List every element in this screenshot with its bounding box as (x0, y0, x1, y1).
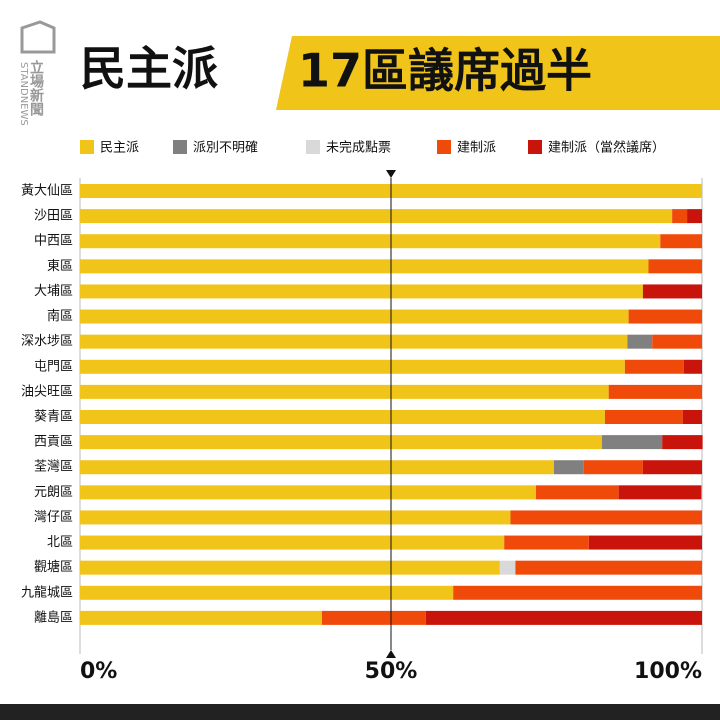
y-tick-label: 深水埗區 (21, 334, 73, 349)
bar-segment (80, 209, 673, 224)
bar-segment (510, 510, 702, 525)
bar-segment (80, 259, 649, 274)
y-tick-label: 觀塘區 (34, 559, 73, 575)
legend-label: 建制派 (457, 141, 496, 156)
legend-swatch (173, 140, 187, 154)
bar-segment (652, 334, 702, 349)
title-band (276, 36, 720, 110)
y-tick-label: 灣仔區 (34, 510, 73, 525)
bar-segment (662, 435, 703, 450)
legend-swatch (437, 140, 451, 154)
bar-segment (553, 460, 584, 475)
bar-segment (80, 485, 536, 500)
bar-segment (642, 284, 702, 299)
bar-segment (683, 359, 702, 374)
logo: 立場新聞 STANDNEWS (18, 20, 56, 126)
legend-label: 民主派 (100, 141, 139, 156)
y-tick-label: 黃大仙區 (21, 184, 73, 199)
legend-swatch (80, 140, 94, 154)
legend-label: 派別不明確 (193, 140, 258, 156)
bar-segment (588, 535, 702, 550)
y-tick-label: 荃灣區 (34, 460, 73, 475)
bar-segment (453, 585, 702, 600)
x-tick-label: 50% (365, 659, 418, 684)
bar-segment (80, 284, 643, 299)
y-tick-label: 南區 (47, 308, 73, 324)
bar-segment (672, 209, 688, 224)
bar-segment (80, 334, 628, 349)
footer-bar (0, 704, 720, 720)
bar-segment (80, 435, 602, 450)
bar-segment (608, 384, 702, 399)
y-tick-label: 沙田區 (34, 209, 73, 224)
bar-segment (642, 460, 702, 475)
bar-segment (80, 560, 500, 575)
legend-swatch (528, 140, 542, 154)
bar-segment (583, 460, 643, 475)
logo-latin: STANDNEWS (18, 62, 29, 126)
x-tick-label: 100% (634, 659, 702, 684)
legend-swatch (306, 140, 320, 154)
marker-top (386, 170, 396, 178)
y-tick-label: 離島區 (34, 610, 73, 625)
y-tick-label: 油尖旺區 (21, 384, 73, 399)
legend-label: 建制派（當然議席） (548, 140, 665, 156)
y-tick-label: 大埔區 (34, 284, 73, 299)
bar-segment (80, 460, 554, 475)
bar-segment (660, 234, 702, 249)
bar-segment (80, 585, 454, 600)
bar-segment (425, 610, 702, 625)
legend-label: 未完成點票 (326, 141, 391, 156)
bar-segment (648, 259, 702, 274)
y-tick-label: 九龍城區 (21, 584, 73, 600)
bar-segment (627, 334, 653, 349)
bar-segment (535, 485, 619, 500)
bar-segment (628, 309, 702, 324)
y-tick-label: 東區 (47, 258, 73, 274)
y-tick-label: 元朗區 (34, 485, 73, 500)
bar-segment (80, 384, 609, 399)
bar-segment (80, 309, 629, 324)
bar-segment (321, 610, 426, 625)
marker-bottom (386, 650, 396, 658)
x-tick-label: 0% (80, 659, 117, 684)
logo-icon (20, 20, 56, 54)
y-tick-label: 西貢區 (34, 435, 73, 450)
bar-segment (624, 359, 684, 374)
y-tick-label: 葵青區 (34, 410, 73, 425)
bar-segment (687, 209, 702, 224)
bar-segment (80, 234, 661, 249)
y-tick-label: 屯門區 (34, 359, 73, 374)
y-tick-label: 中西區 (34, 234, 73, 249)
bar-segment (601, 435, 663, 450)
bar-segment (80, 510, 511, 525)
bar-segment (515, 560, 702, 575)
bar-segment (80, 535, 505, 550)
bar-segment (682, 410, 702, 424)
bar-segment (618, 485, 702, 500)
title-right: 17區議席過半 (298, 44, 592, 98)
bar-segment (80, 610, 322, 625)
title-left: 民主派 (80, 42, 218, 96)
bar-segment (80, 410, 605, 424)
bar-segment (504, 535, 589, 550)
y-tick-label: 北區 (47, 535, 73, 550)
bar-segment (499, 560, 516, 575)
logo-name: 立場新聞 (28, 59, 44, 117)
bar-segment (80, 359, 625, 374)
bar-segment (604, 410, 683, 424)
